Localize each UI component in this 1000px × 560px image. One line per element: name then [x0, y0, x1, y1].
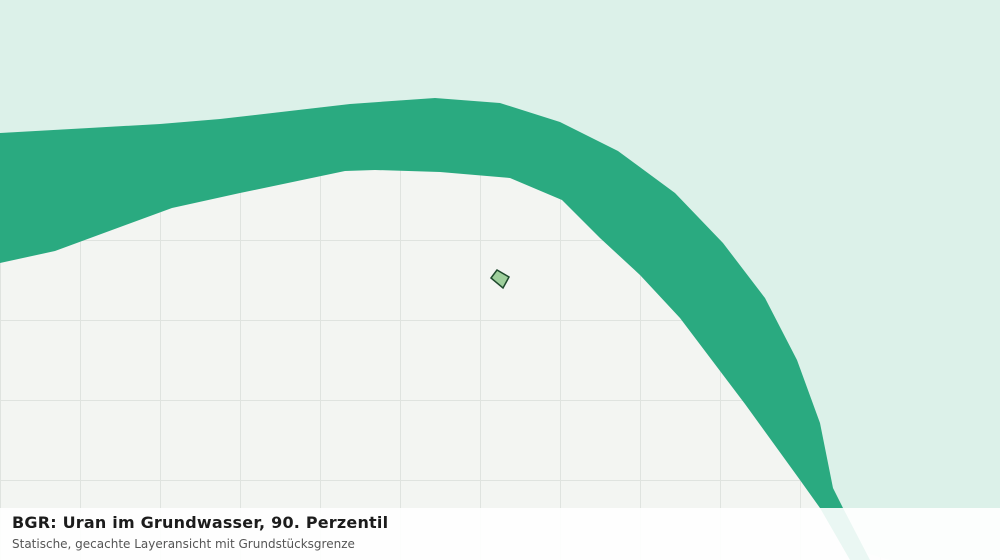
map-subtitle: Statische, gecachte Layeransicht mit Gru…	[12, 537, 355, 551]
map-title: BGR: Uran im Grundwasser, 90. Perzentil	[12, 513, 389, 532]
caption-bar: BGR: Uran im Grundwasser, 90. Perzentil …	[0, 508, 1000, 560]
mid-zone-band	[0, 98, 870, 560]
parcel-boundary	[489, 269, 511, 290]
